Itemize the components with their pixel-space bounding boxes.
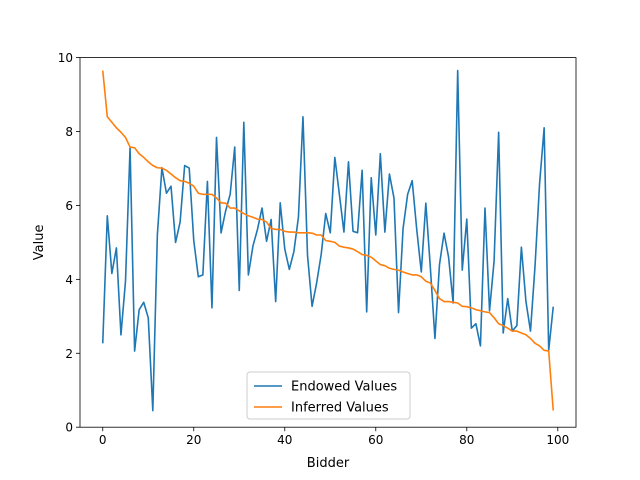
series-line-0 bbox=[101, 69, 555, 412]
legend-label-endowed: Endowed Values bbox=[291, 380, 397, 395]
x-tick-label: 0 bbox=[99, 433, 107, 447]
x-tick-label: 20 bbox=[186, 433, 201, 447]
y-tick-label: 2 bbox=[65, 347, 73, 361]
legend-label-inferred: Inferred Values bbox=[291, 401, 389, 416]
x-tick-label: 100 bbox=[546, 433, 569, 447]
y-axis-ticks: 0 2 4 6 8 10 bbox=[58, 51, 80, 435]
x-tick-label: 60 bbox=[368, 433, 383, 447]
legend: Endowed Values Inferred Values bbox=[246, 371, 411, 420]
x-tick-label: 80 bbox=[459, 433, 474, 447]
legend-box bbox=[246, 371, 411, 420]
y-tick-label: 4 bbox=[65, 273, 73, 287]
series-layer bbox=[101, 69, 555, 412]
y-tick-label: 0 bbox=[65, 421, 73, 435]
y-tick-label: 8 bbox=[65, 125, 73, 139]
y-axis-label: Value bbox=[32, 225, 47, 261]
plot-area-frame bbox=[79, 57, 577, 428]
y-tick-label: 6 bbox=[65, 199, 73, 213]
y-tick-label: 10 bbox=[58, 51, 73, 65]
x-axis-label: Bidder bbox=[307, 456, 350, 471]
x-tick-label: 40 bbox=[277, 433, 292, 447]
series-line-1 bbox=[101, 70, 555, 411]
x-axis-ticks: 0 20 40 60 80 100 bbox=[99, 427, 569, 447]
